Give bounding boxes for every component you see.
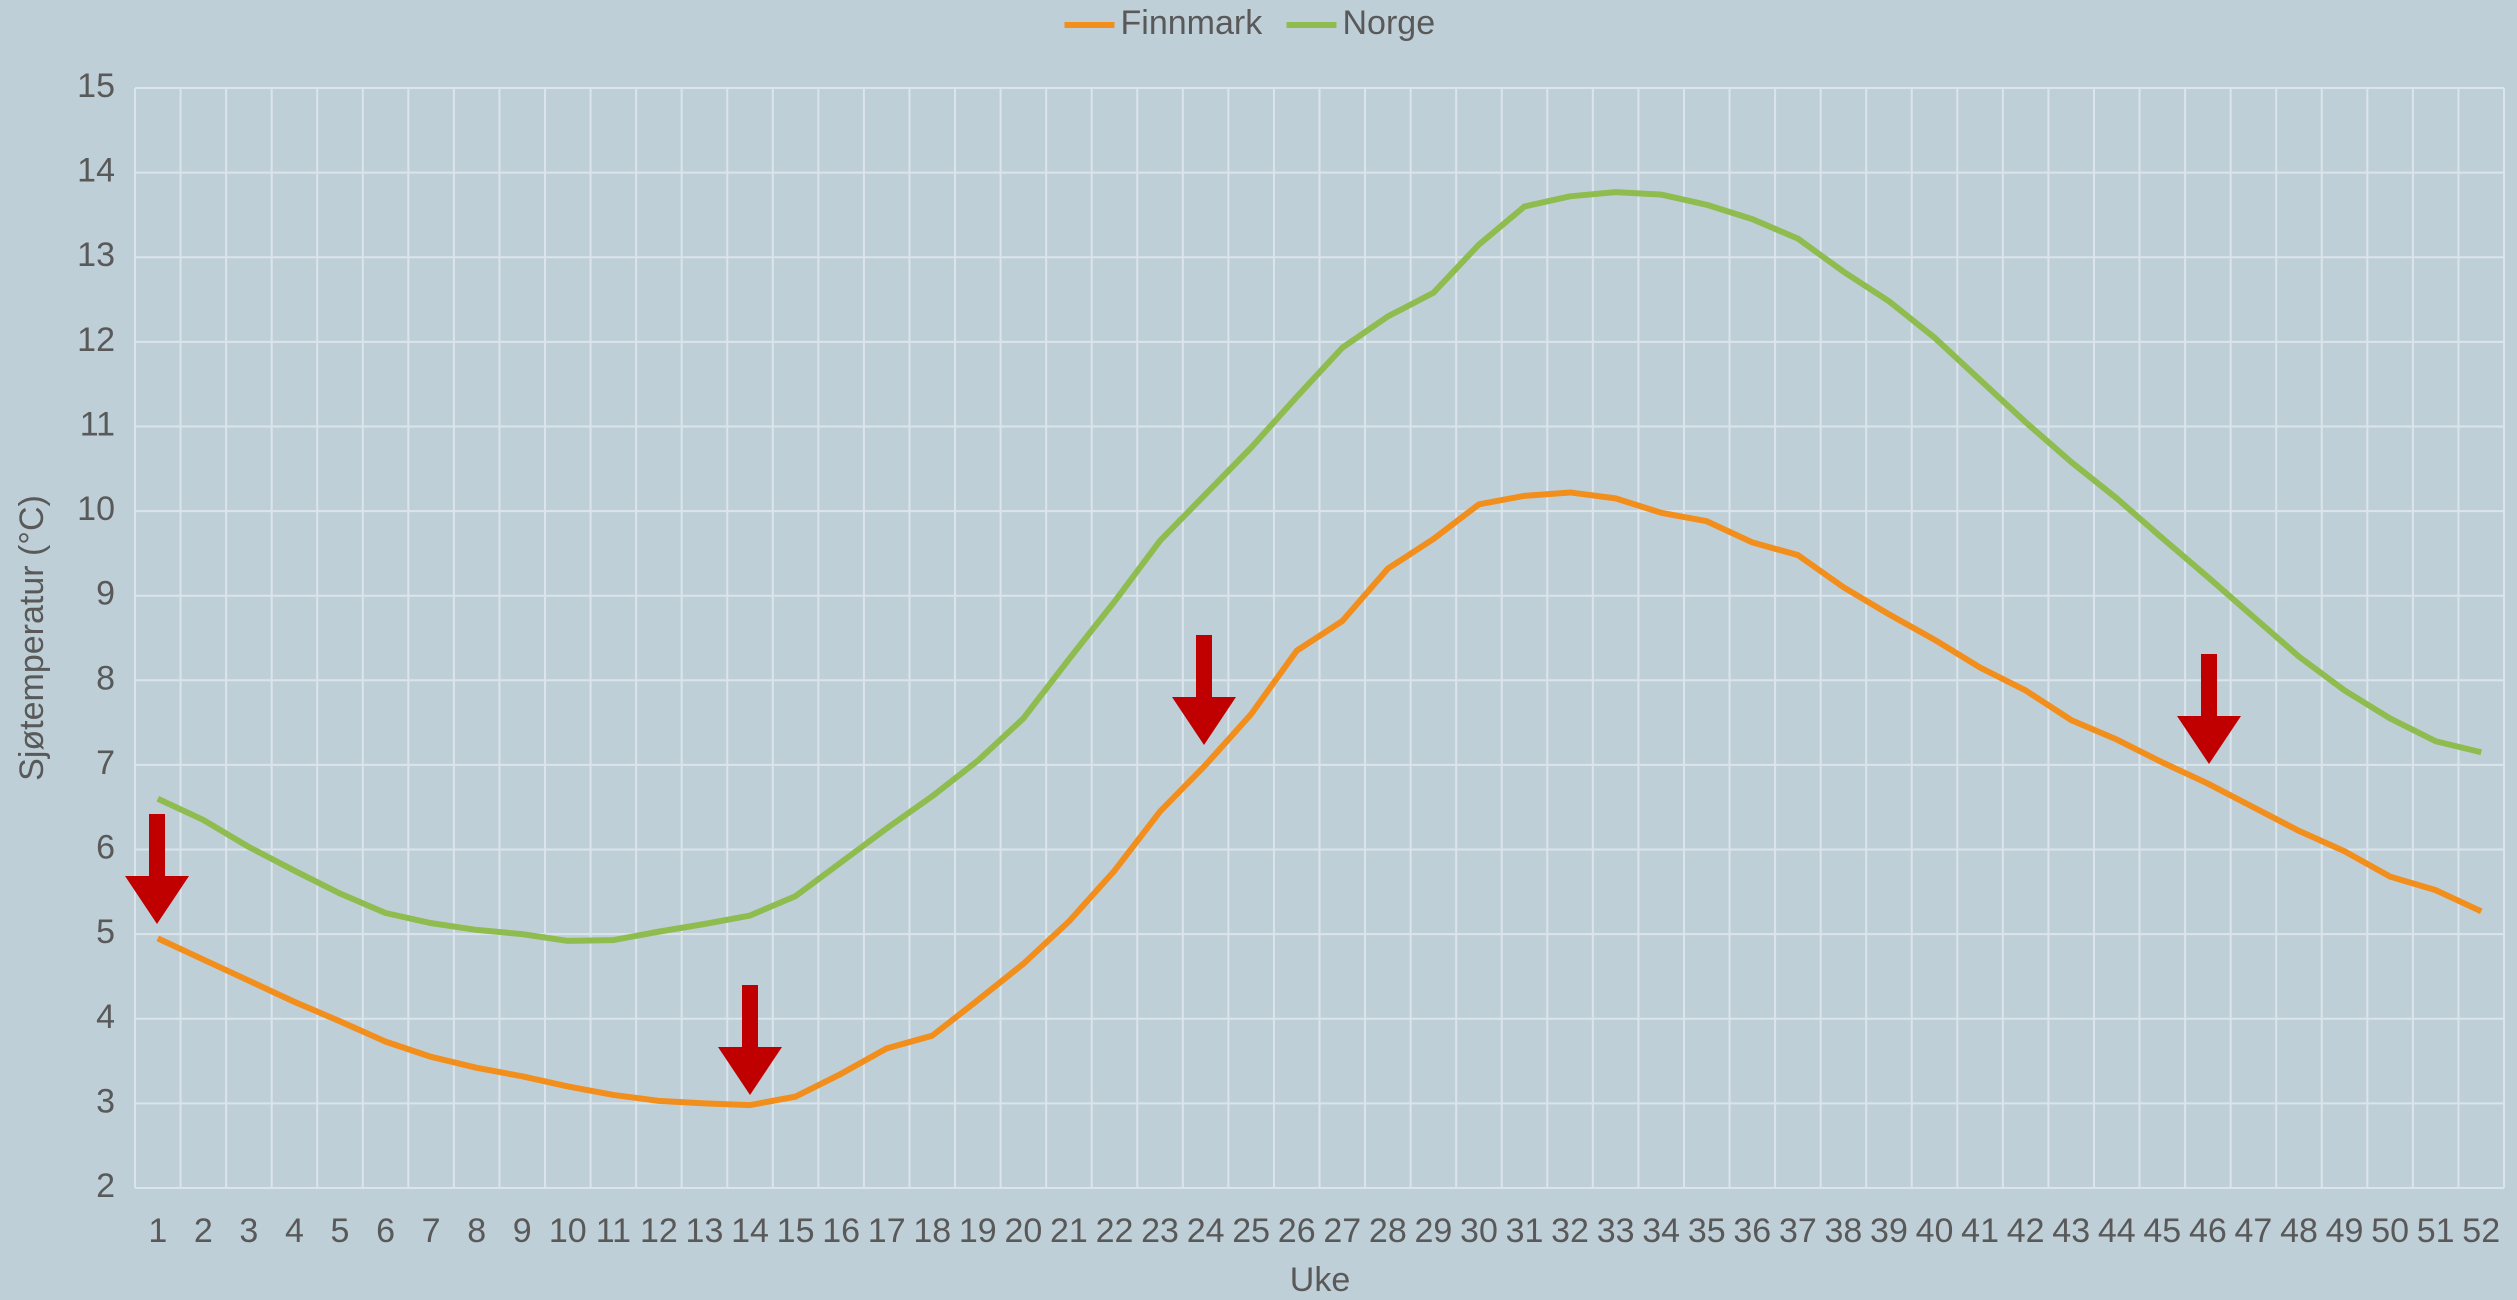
x-tick-label: 30 (1460, 1212, 1498, 1250)
x-tick-label: 44 (2098, 1212, 2136, 1250)
x-tick-label: 39 (1870, 1212, 1908, 1250)
x-tick-label: 22 (1096, 1212, 1134, 1250)
x-tick-label: 47 (2235, 1212, 2273, 1250)
x-tick-label: 24 (1187, 1212, 1225, 1250)
x-tick-label: 18 (913, 1212, 951, 1250)
arrow (125, 814, 189, 924)
line-series (156, 189, 2482, 944)
x-tick-label: 41 (1961, 1212, 1999, 1250)
x-tick-label: 17 (868, 1212, 906, 1250)
x-tick-label: 34 (1642, 1212, 1680, 1250)
legend-label: Norge (1343, 4, 1436, 42)
y-tick-label: 3 (96, 1082, 115, 1120)
y-tick-label: 12 (77, 321, 115, 359)
y-tick-label: 2 (96, 1167, 115, 1205)
y-tick-label: 10 (77, 490, 115, 528)
y-tick-label: 6 (96, 829, 115, 867)
y-tick-label: 9 (96, 575, 115, 613)
x-tick-label: 13 (686, 1212, 724, 1250)
x-tick-label: 15 (777, 1212, 815, 1250)
legend-label: Finnmark (1121, 4, 1264, 42)
y-tick-label: 4 (96, 998, 115, 1036)
x-axis-label: Uke (1290, 1261, 1350, 1299)
x-tick-label: 35 (1688, 1212, 1726, 1250)
x-tick-label: 21 (1050, 1212, 1088, 1250)
x-tick-label: 16 (822, 1212, 860, 1250)
x-tick-label: 26 (1278, 1212, 1316, 1250)
x-tick-label: 9 (513, 1212, 532, 1250)
x-tick-label: 46 (2189, 1212, 2227, 1250)
x-tick-label: 14 (731, 1212, 769, 1250)
y-tick-label: 5 (96, 913, 115, 951)
x-tick-label: 27 (1323, 1212, 1361, 1250)
x-tick-label: 7 (422, 1212, 441, 1250)
x-tick-label: 5 (331, 1212, 350, 1250)
legend: Finnmark Norge (1064, 4, 1436, 42)
x-tick-label: 3 (239, 1212, 258, 1250)
x-tick-label: 32 (1551, 1212, 1589, 1250)
x-tick-label: 2 (194, 1212, 213, 1250)
x-tick-label: 51 (2417, 1212, 2455, 1250)
arrow (1172, 635, 1236, 745)
arrow (2177, 654, 2241, 764)
x-tick-label: 33 (1597, 1212, 1635, 1250)
x-tick-label: 4 (285, 1212, 304, 1250)
x-tick-label: 40 (1916, 1212, 1954, 1250)
x-tick-label: 42 (2007, 1212, 2045, 1250)
y-axis-label: Sjøtemperatur (°C) (13, 495, 51, 781)
x-tick-label: 12 (640, 1212, 678, 1250)
x-tick-label: 1 (148, 1212, 167, 1250)
y-tick-label: 8 (96, 659, 115, 697)
x-tick-label: 45 (2143, 1212, 2181, 1250)
arrow (718, 985, 782, 1095)
x-tick-label: 43 (2052, 1212, 2090, 1250)
annotation-arrows (125, 635, 2241, 1095)
x-tick-label: 37 (1779, 1212, 1817, 1250)
x-tick-label: 8 (467, 1212, 486, 1250)
x-tick-label: 48 (2280, 1212, 2318, 1250)
x-tick-label: 36 (1733, 1212, 1771, 1250)
x-tick-label: 49 (2326, 1212, 2364, 1250)
x-tick-label: 38 (1824, 1212, 1862, 1250)
y-tick-label: 13 (77, 236, 115, 274)
x-tick-label: 31 (1506, 1212, 1544, 1250)
x-tick-label: 29 (1414, 1212, 1452, 1250)
x-tick-label: 52 (2462, 1212, 2500, 1250)
x-tick-label: 19 (959, 1212, 997, 1250)
x-tick-label: 28 (1369, 1212, 1407, 1250)
x-tick-label: 23 (1141, 1212, 1179, 1250)
x-tick-label: 11 (596, 1212, 631, 1250)
y-tick-label: 11 (80, 405, 115, 443)
x-tick-label: 6 (376, 1212, 395, 1250)
y-tick-label: 7 (96, 744, 115, 782)
y-tick-label: 15 (77, 67, 115, 105)
y-tick-label: 14 (77, 152, 115, 190)
x-tick-label: 20 (1004, 1212, 1042, 1250)
line-series (156, 489, 2483, 1109)
x-tick-label: 25 (1232, 1212, 1270, 1250)
x-tick-label: 10 (549, 1212, 587, 1250)
x-tick-label: 50 (2371, 1212, 2409, 1250)
